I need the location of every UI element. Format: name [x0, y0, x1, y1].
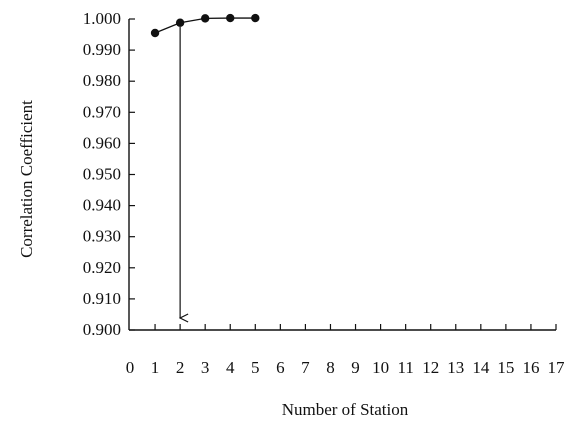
x-axis-ticks: 0 1 2 3 4 5 6 7 8 9 10 11 12 13 14 15 16 17	[126, 324, 565, 377]
series	[150, 13, 260, 38]
x-tick-label: 6	[276, 358, 285, 377]
y-tick-label: 0.910	[83, 289, 121, 308]
x-tick-label: 11	[397, 358, 413, 377]
x-tick-label: 16	[522, 358, 539, 377]
x-tick-label: 12	[422, 358, 439, 377]
y-axis-label: Correlation Coefficient	[17, 100, 36, 258]
x-tick-label: 7	[301, 358, 310, 377]
data-point	[226, 13, 235, 23]
axes	[128, 19, 556, 331]
x-tick-label: 8	[326, 358, 335, 377]
x-tick-label: 4	[226, 358, 235, 377]
y-tick-label: 0.970	[83, 102, 121, 121]
y-tick-label: 1.000	[83, 9, 121, 28]
y-axis-ticks: 0.900 0.910 0.920 0.930 0.940 0.950 0.960 0.970…	[83, 9, 135, 339]
x-tick-label: 15	[497, 358, 514, 377]
x-axis-label: Number of Station	[282, 400, 409, 419]
data-point	[175, 18, 185, 27]
x-tick-label: 17	[548, 358, 566, 377]
data-point	[150, 28, 160, 38]
y-tick-label: 0.900	[83, 320, 121, 339]
y-tick-label: 0.990	[83, 40, 121, 59]
x-tick-label: 3	[201, 358, 210, 377]
x-tick-label: 1	[151, 358, 160, 377]
y-tick-label: 0.950	[83, 165, 121, 184]
x-tick-label: 9	[351, 358, 360, 377]
y-tick-label: 0.930	[83, 227, 121, 246]
y-tick-label: 0.920	[83, 258, 121, 277]
y-tick-label: 0.960	[83, 133, 121, 152]
x-tick-label: 5	[251, 358, 260, 377]
x-tick-label: 0	[126, 358, 135, 377]
data-point	[200, 14, 210, 23]
y-tick-label: 0.940	[83, 196, 121, 215]
x-tick-label: 14	[472, 358, 490, 377]
x-tick-label: 13	[447, 358, 464, 377]
x-tick-label: 10	[372, 358, 389, 377]
data-point	[251, 13, 260, 23]
x-tick-label: 2	[176, 358, 185, 377]
y-tick-label: 0.980	[83, 71, 121, 90]
